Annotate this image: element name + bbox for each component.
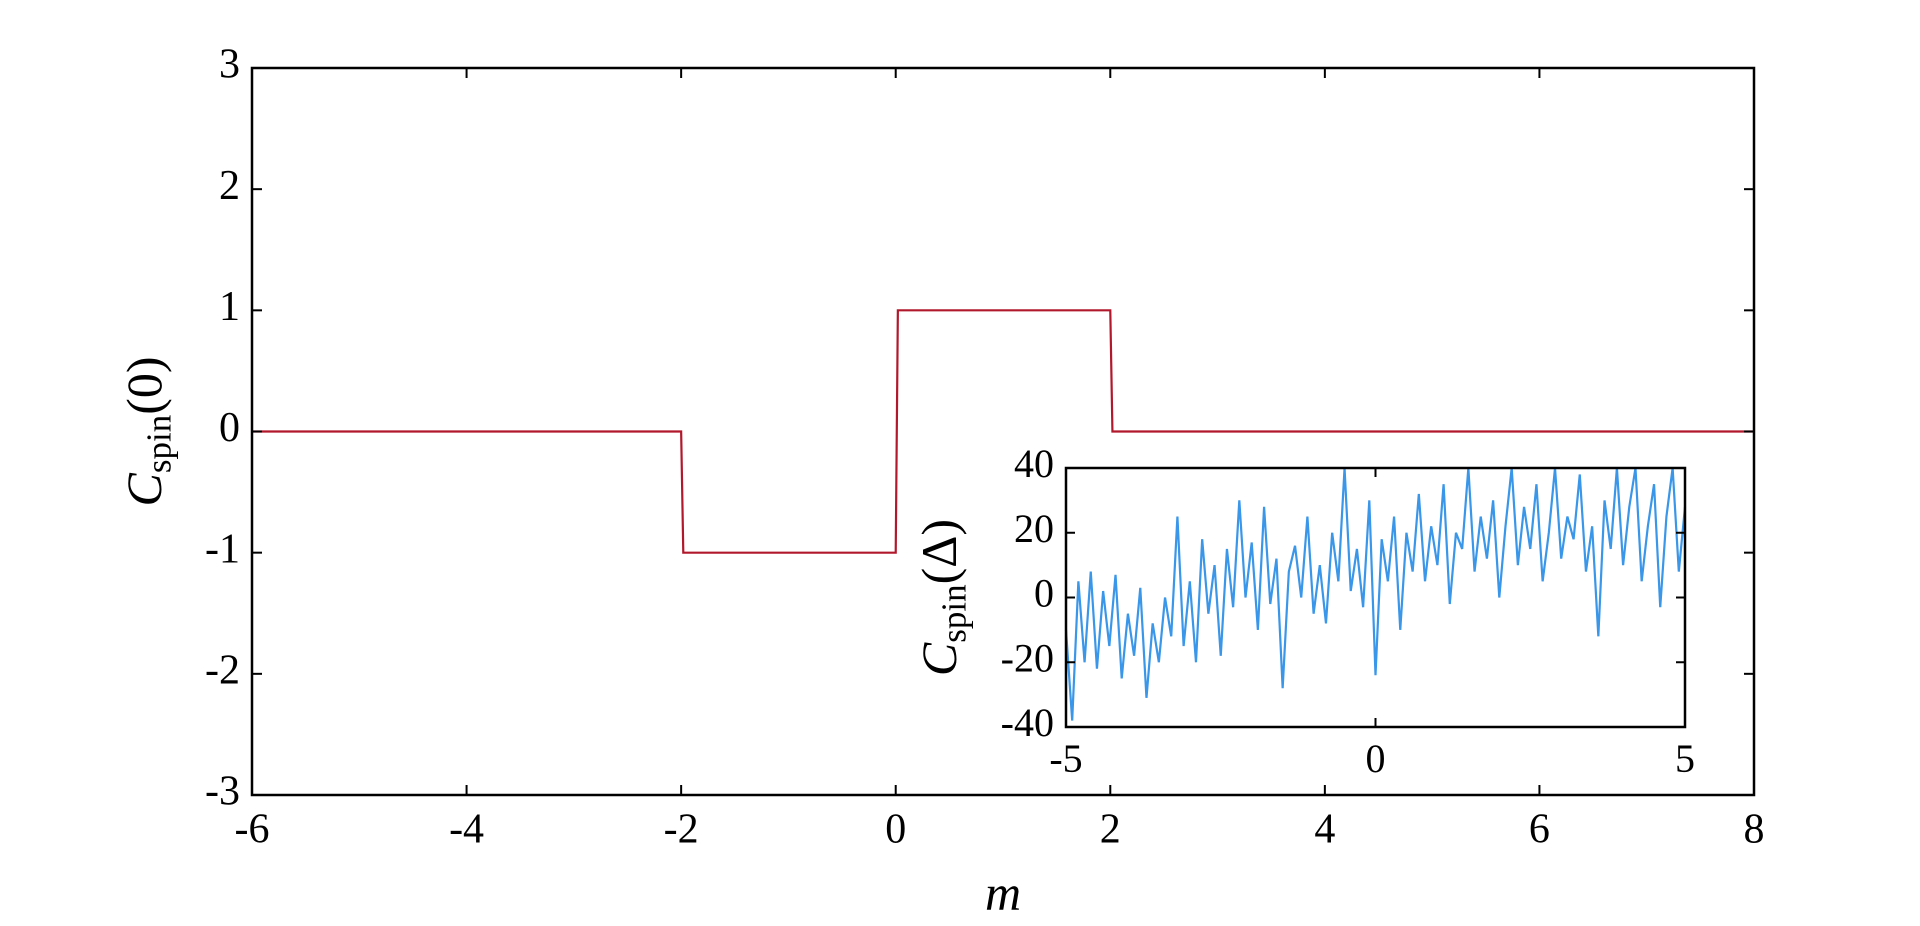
x-tick-label: -6 — [235, 806, 270, 852]
y-tick-label: 3 — [219, 42, 240, 88]
y-tick-label: 0 — [219, 405, 240, 451]
x-tick-label: -5 — [1049, 736, 1082, 781]
y-tick-label: -40 — [1001, 700, 1054, 745]
y-tick-label: 2 — [219, 163, 240, 209]
y-tick-label: -1 — [205, 526, 240, 572]
x-tick-label: 0 — [885, 806, 906, 852]
y-tick-label: -2 — [205, 647, 240, 693]
label-subscript: spin — [140, 415, 179, 473]
y-tick-label: 1 — [219, 284, 240, 330]
x-tick-label: 0 — [1366, 736, 1386, 781]
x-tick-label: 5 — [1675, 736, 1695, 781]
y-tick-label: 40 — [1014, 441, 1054, 486]
y-tick-label: -3 — [205, 769, 240, 815]
y-axis-label: Cspin(0) — [116, 356, 178, 506]
y-tick-label: -20 — [1001, 635, 1054, 680]
x-tick-label: -2 — [664, 806, 699, 852]
plot-area — [1066, 468, 1685, 727]
data-line — [1064, 467, 1687, 721]
data-line — [252, 309, 1754, 554]
label-subscript: spin — [935, 584, 974, 642]
x-tick-label: 8 — [1744, 806, 1765, 852]
label-symbol: C — [116, 473, 172, 507]
y-axis-label: Cspin(Δ) — [911, 519, 973, 676]
label-argument: (Δ) — [911, 519, 967, 584]
x-tick-label: 6 — [1529, 806, 1550, 852]
x-axis-label: m — [985, 864, 1021, 920]
label-symbol: C — [911, 642, 967, 676]
y-tick-label: 0 — [1034, 571, 1054, 616]
y-tick-label: 20 — [1014, 506, 1054, 551]
label-argument: (0) — [116, 356, 172, 414]
x-tick-label: 4 — [1314, 806, 1335, 852]
x-tick-label: 2 — [1100, 806, 1121, 852]
x-tick-label: -4 — [449, 806, 484, 852]
